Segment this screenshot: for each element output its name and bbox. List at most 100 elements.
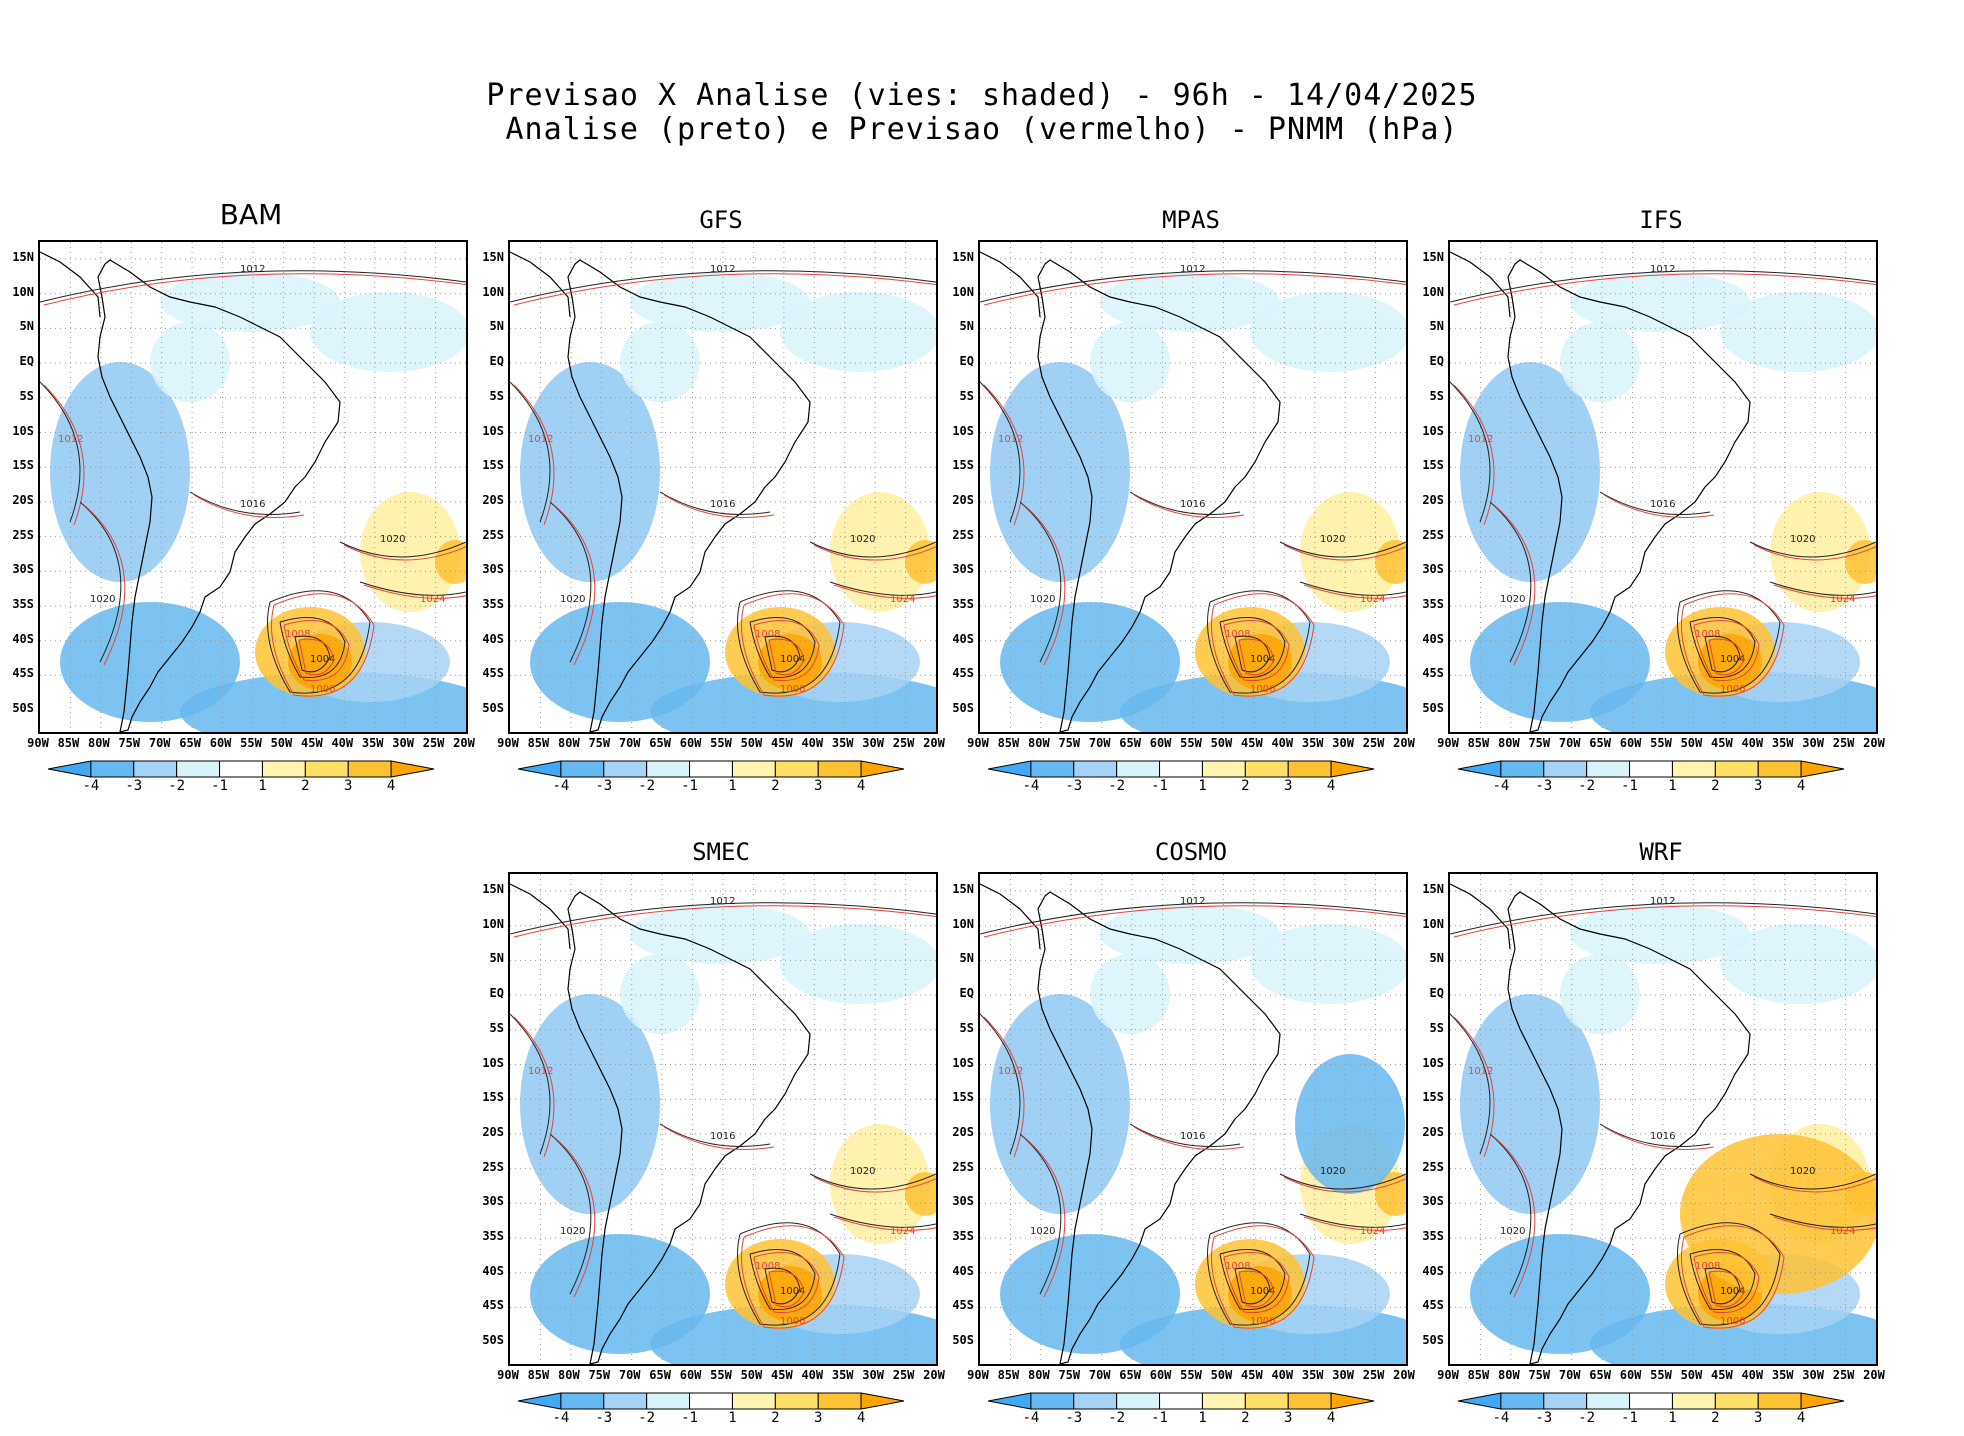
colorbar-label: -4 — [1022, 778, 1040, 794]
lon-label: 35W — [831, 1368, 854, 1382]
forecast-isobar — [1773, 1216, 1876, 1231]
lon-label: 30W — [1802, 1368, 1824, 1382]
lat-label: 15S — [1422, 1090, 1444, 1105]
forecast-isobar — [283, 620, 350, 682]
lat-label: 45S — [12, 666, 34, 681]
analysis-isobar — [510, 902, 936, 935]
lat-label: 10N — [952, 916, 974, 931]
bias-shading-10 — [1100, 272, 1280, 332]
forecast-isobar — [768, 638, 805, 676]
analysis-isobar — [1749, 1173, 1876, 1190]
analysis-isobar — [359, 581, 466, 596]
bias-shading-6 — [360, 492, 460, 612]
south-america-coastline — [1507, 259, 1751, 732]
bias-shading-10 — [160, 272, 340, 332]
map-panel-gfs: 1012 1012 1020 1008 1004 1000 1020 1024 1016 — [508, 240, 938, 734]
isobar-label: 1024 — [890, 1226, 915, 1237]
colorbar-segment — [518, 1392, 562, 1410]
analysis-isobar — [79, 501, 122, 663]
forecast-isobar — [193, 494, 305, 518]
isobar-label: 1004 — [780, 1286, 805, 1297]
colorbar-label: 1 — [258, 778, 267, 794]
bias-shading-5 — [1228, 1266, 1292, 1322]
colorbar-segment — [90, 760, 135, 778]
lon-label: 65W — [649, 1368, 671, 1382]
bias-shading-5 — [758, 634, 822, 690]
analysis-isobar — [1279, 541, 1406, 558]
bias-shading-1 — [1000, 602, 1180, 722]
lon-label: 75W — [588, 736, 611, 750]
colorbar-segment — [1073, 1392, 1118, 1410]
lon-label: 75W — [1058, 1368, 1081, 1382]
isobar-label: 1012 — [998, 434, 1023, 445]
lon-label: 55W — [710, 1368, 732, 1382]
analysis-isobar — [267, 590, 371, 694]
lon-label: 65W — [179, 736, 201, 750]
analysis-isobar — [1704, 635, 1741, 673]
lat-label: 20S — [1422, 1124, 1444, 1139]
lon-label: 30W — [1332, 1368, 1354, 1382]
lon-label: 60W — [1619, 1368, 1642, 1382]
lon-label: 80W — [1028, 736, 1050, 750]
isobar-label: 1012 — [58, 434, 83, 445]
isobar-label: 1020 — [850, 1166, 875, 1177]
bias-shading-0 — [520, 994, 660, 1214]
colorbar-segment — [1800, 760, 1845, 778]
bias-shading-9 — [1720, 924, 1876, 1004]
forecast-isobar — [983, 905, 1406, 938]
lat-label: 10S — [1422, 1055, 1444, 1070]
colorbar-segment — [219, 760, 263, 778]
lat-label: 20S — [482, 492, 504, 507]
analysis-isobar — [1599, 491, 1711, 515]
analysis-isobar — [1677, 1222, 1781, 1326]
analysis-isobar — [1219, 617, 1286, 679]
isobar-label: 1020 — [1030, 594, 1055, 605]
lon-label: 90W — [27, 736, 49, 750]
analysis-isobar — [1207, 590, 1311, 694]
colorbar-label: 1 — [1198, 1410, 1207, 1426]
forecast-isobar — [513, 384, 555, 526]
lat-label: 25S — [952, 1159, 974, 1174]
colorbar-label: -2 — [168, 778, 186, 794]
isobar-label: 1008 — [1695, 629, 1720, 640]
lon-label: 70W — [1558, 1368, 1581, 1382]
lat-label: 50S — [1422, 1333, 1444, 1348]
isobar-label: 1020 — [1320, 1166, 1345, 1177]
lat-label: EQ — [959, 354, 974, 369]
lat-label: 5S — [489, 388, 504, 403]
lon-label: 25W — [1362, 736, 1385, 750]
isobar-label: 1024 — [420, 594, 445, 605]
bias-shading-1 — [1470, 602, 1650, 722]
forecast-isobar — [343, 544, 466, 561]
colorbar-smec — [518, 1392, 905, 1410]
lon-label: 30W — [1332, 736, 1354, 750]
forecast-isobar — [1693, 1252, 1760, 1314]
analysis-isobar — [809, 1173, 936, 1190]
map-canvas-mpas: 1012 1012 1020 1008 1004 1000 1020 1024 1016 — [980, 242, 1406, 732]
colorbar-segment — [1244, 1392, 1289, 1410]
colorbar-label: -4 — [1492, 778, 1510, 794]
colorbar-segment — [603, 1392, 648, 1410]
isobar-label: 1024 — [890, 594, 915, 605]
lat-label: 25S — [1422, 1159, 1444, 1174]
colorbar-label: 3 — [1284, 778, 1293, 794]
lon-label: 35W — [831, 736, 854, 750]
analysis-isobar — [1769, 581, 1876, 596]
lon-label: 20W — [1393, 736, 1415, 750]
lon-label: 50W — [1680, 1368, 1703, 1382]
isobar-label: 1024 — [1830, 1226, 1855, 1237]
isobar-label: 1020 — [1500, 1226, 1525, 1237]
lat-label: 10S — [952, 1055, 974, 1070]
lon-label: 55W — [240, 736, 262, 750]
panel-title-ifs: IFS — [1639, 206, 1683, 234]
colorbar-segment — [646, 1392, 691, 1410]
lat-label: 30S — [952, 1194, 974, 1209]
lon-label: 90W — [967, 736, 989, 750]
colorbar-label: 3 — [1754, 778, 1763, 794]
colorbar-segment — [133, 760, 178, 778]
lon-label: 45W — [1711, 1368, 1733, 1382]
colorbar-label: 4 — [856, 778, 866, 794]
map-panel-bam: 1012 1012 1020 1008 1004 1000 1020 1024 1016 — [38, 240, 468, 734]
lon-label: 80W — [1498, 736, 1520, 750]
south-america-coastline — [1037, 891, 1281, 1364]
